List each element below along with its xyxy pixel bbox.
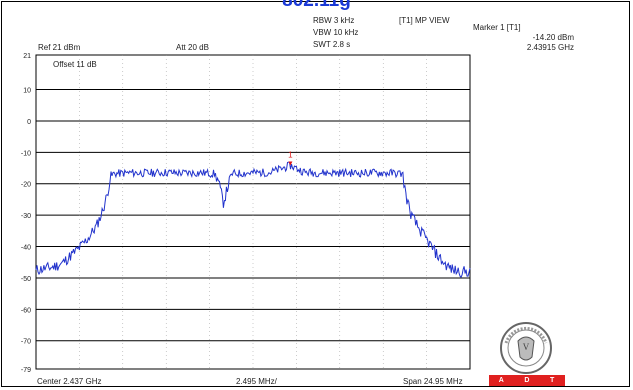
spectrum-trace-line — [35, 161, 471, 278]
offset-label: Offset 11 dB — [53, 60, 97, 69]
y-tick-label: -10 — [21, 150, 31, 157]
adt-letter-t: T — [549, 377, 556, 384]
chart-title: 802.11g — [282, 0, 351, 11]
rbw-setting: RBW 3 kHz — [313, 16, 355, 25]
adt-logo-bar: A D T — [489, 375, 565, 386]
marker-1-point — [288, 161, 293, 166]
svg-text:V: V — [523, 342, 530, 352]
marker-label: Marker 1 [T1] — [473, 23, 521, 32]
y-tick-label: 21 — [23, 53, 31, 60]
adt-letter-a: A — [498, 377, 505, 384]
y-tick-label: -79 — [21, 367, 31, 374]
marker-1-label: 1 — [288, 151, 293, 160]
center-frequency-label: Center 2.437 GHz — [37, 377, 102, 386]
sweep-time-setting: SWT 2.8 s — [313, 40, 351, 49]
y-tick-label: 0 — [27, 119, 31, 126]
y-tick-label: -40 — [21, 245, 31, 252]
y-tick-label: -30 — [21, 213, 31, 220]
vbw-setting: VBW 10 kHz — [313, 28, 359, 37]
y-tick-label: 10 — [23, 88, 31, 95]
span-label: Span 24.95 MHz — [403, 377, 463, 386]
adt-letter-d: D — [524, 377, 531, 384]
marker-frequency-readout: 2.43915 GHz — [526, 43, 574, 52]
y-tick-label: -60 — [21, 307, 31, 314]
marker-level-readout: -14.20 dBm — [532, 33, 574, 42]
certification-seal-logo: V — [500, 322, 552, 374]
frequency-per-division-label: 2.495 MHz/ — [236, 377, 277, 386]
trace-view-label: [T1] MP VIEW — [399, 16, 450, 25]
y-tick-label: -50 — [21, 276, 31, 283]
y-tick-label: -70 — [21, 339, 31, 346]
attenuation-label: Att 20 dB — [176, 43, 209, 52]
y-tick-label: -20 — [21, 182, 31, 189]
reference-level-label: Ref 21 dBm — [38, 43, 81, 52]
